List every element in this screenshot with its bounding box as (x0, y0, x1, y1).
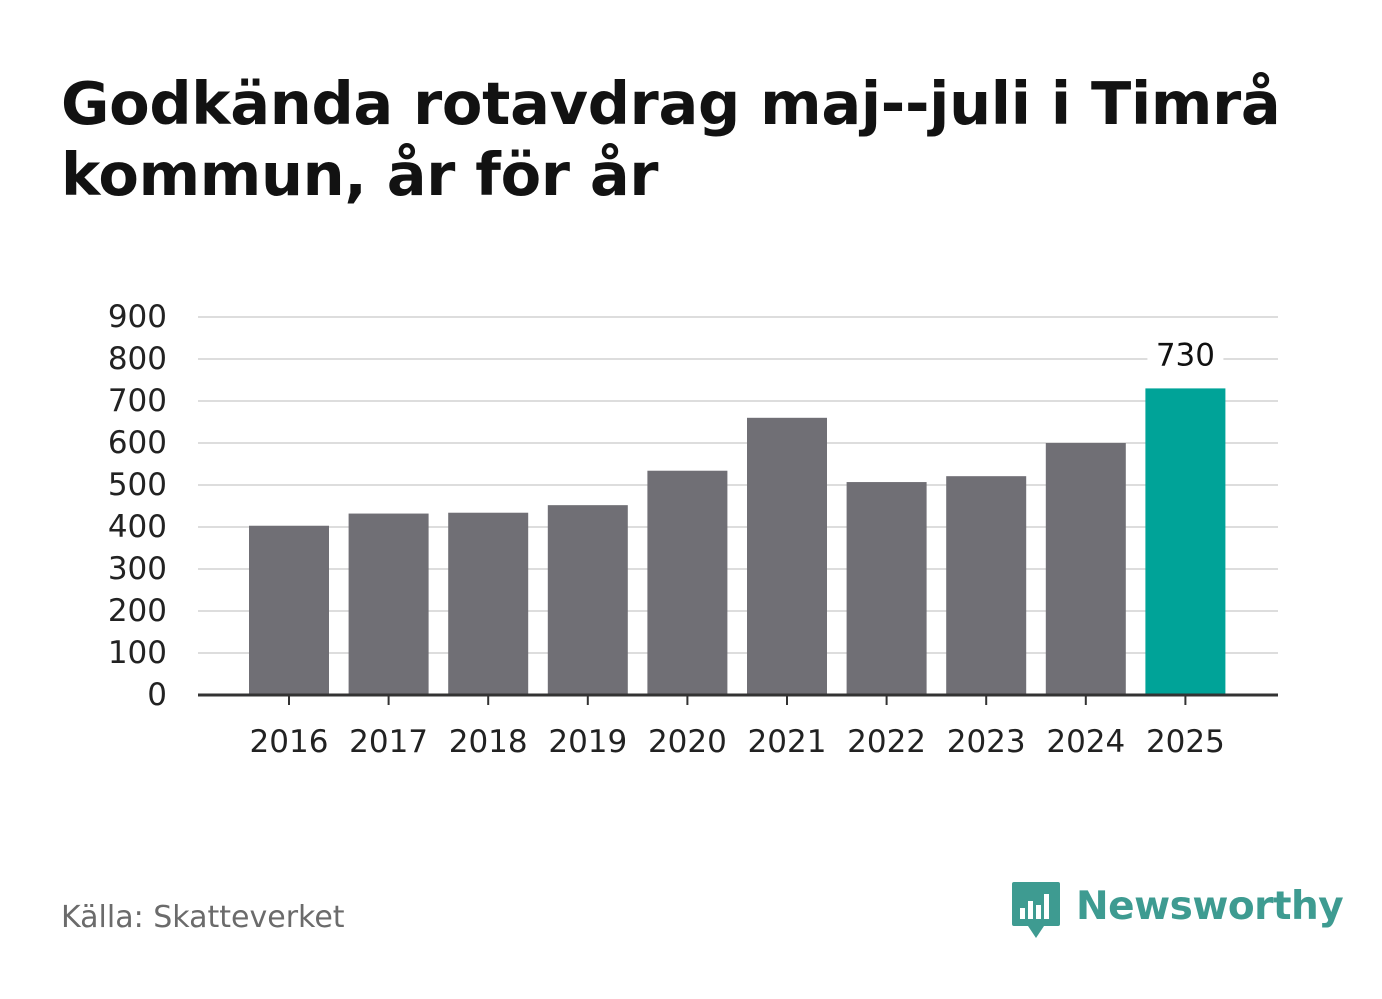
y-tick-label: 300 (108, 551, 167, 587)
y-tick-label: 800 (108, 341, 167, 377)
x-axis-ticks: 2016 2017 2018 2019 2020 2021 2022 2023 2024 2025 (250, 695, 1225, 760)
x-tick-label: 2018 (449, 724, 528, 760)
y-tick-label: 700 (108, 383, 167, 419)
bar-2020 (647, 470, 728, 695)
bar-chart-speech-bubble-icon (1012, 882, 1060, 938)
y-tick-label: 500 (108, 467, 167, 503)
x-tick-label: 2017 (349, 724, 428, 760)
data-labels: 730 (1147, 336, 1224, 373)
x-tick-label: 2021 (748, 724, 827, 760)
y-tick-label: 900 (108, 299, 167, 335)
bar-2022 (846, 482, 927, 695)
bars (249, 388, 1226, 695)
y-tick-label: 0 (147, 677, 167, 713)
source-note: Källa: Skatteverket (61, 900, 345, 935)
bar-2016 (249, 525, 329, 695)
x-tick-label: 2025 (1146, 724, 1225, 760)
y-tick-label: 400 (108, 509, 167, 545)
bar-2025 (1145, 388, 1226, 695)
chart-title: Godkända rotavdrag maj--juli i Timrå kom… (61, 69, 1281, 209)
x-tick-label: 2024 (1046, 724, 1125, 760)
data-label-background (1147, 336, 1224, 373)
bar-2018 (448, 512, 529, 695)
brand-logo: Newsworthy (1010, 878, 1344, 942)
bar-2019 (547, 505, 628, 695)
brand-name: Newsworthy (1076, 883, 1344, 929)
y-tick-label: 200 (108, 593, 167, 629)
x-tick-label: 2020 (648, 724, 727, 760)
bar-2023 (946, 476, 1027, 695)
bar-2021 (747, 417, 827, 695)
y-tick-label: 100 (108, 635, 167, 671)
x-tick-label: 2022 (847, 724, 926, 760)
y-axis-ticks: 0 100 200 300 400 500 600 700 800 900 (108, 299, 167, 713)
x-tick-label: 2019 (548, 724, 627, 760)
bar-2017 (348, 513, 429, 695)
x-tick-label: 2023 (947, 724, 1026, 760)
bar-2024 (1045, 443, 1126, 695)
data-label-2025: 730 (1156, 337, 1215, 373)
y-tick-label: 600 (108, 425, 167, 461)
x-tick-label: 2016 (250, 724, 329, 760)
